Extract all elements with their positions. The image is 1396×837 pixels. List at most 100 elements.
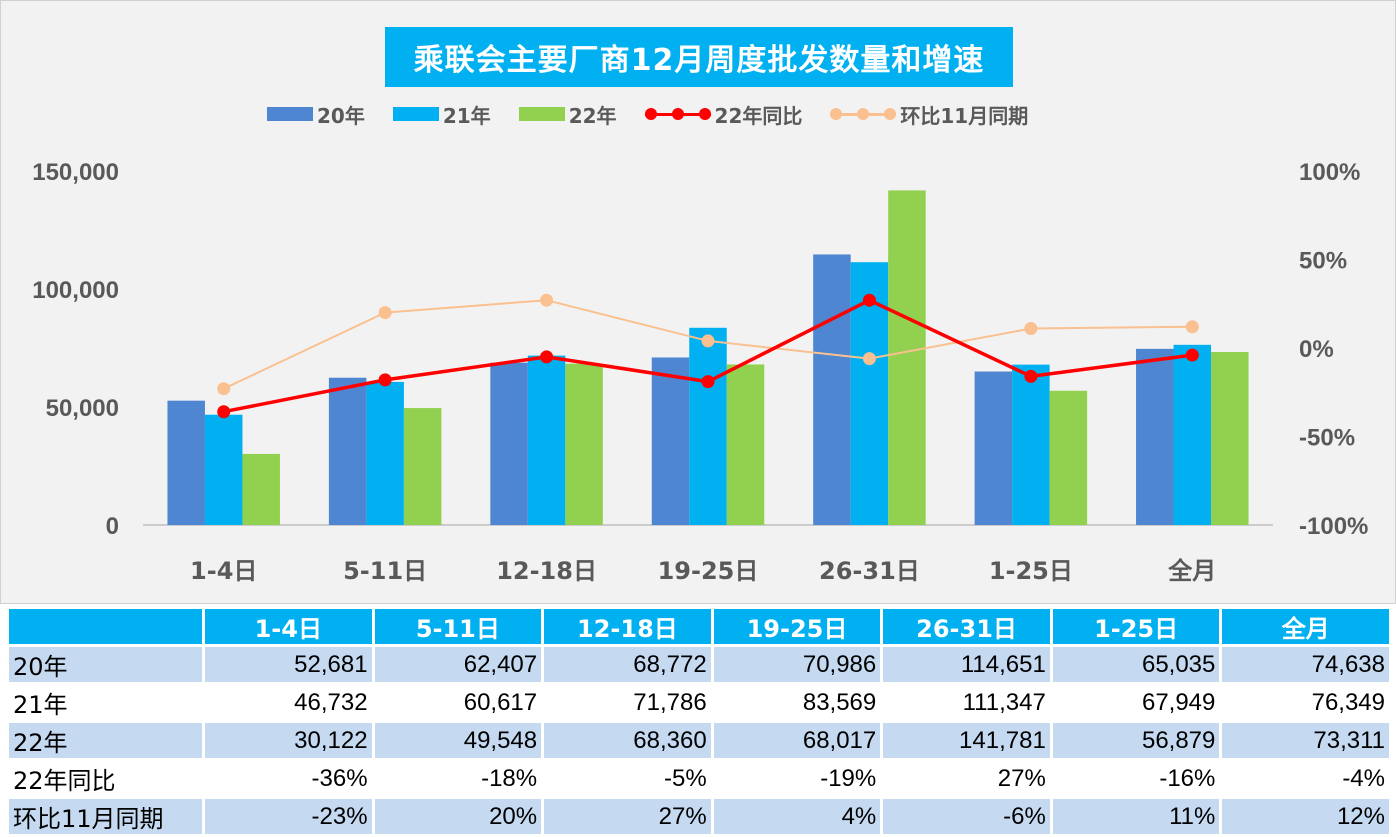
table-row: 21年 46,732 60,617 71,786 83,569 111,347 67,949…	[9, 685, 1389, 720]
table-cell: 49,548	[374, 723, 542, 758]
table-cell: 111,347	[883, 685, 1050, 720]
table-cell: 20%	[374, 799, 542, 834]
legend-label-mom: 环比11月同期	[900, 103, 1029, 128]
table-row-label: 环比11月同期	[9, 799, 202, 834]
point-环比11月同期	[378, 306, 392, 320]
bar-21年	[204, 414, 243, 525]
table-header-cell	[9, 609, 202, 644]
legend-line-yoy	[644, 107, 711, 121]
legend-item-yoy: 22年同比	[644, 100, 802, 129]
legend-label-22: 22年	[568, 103, 617, 128]
bar-20年	[490, 362, 528, 525]
table-row-label: 20年	[9, 647, 202, 682]
point-22年同比	[1024, 369, 1038, 383]
y-left-tick-label: 100,000	[32, 277, 119, 304]
table-cell: -36%	[205, 761, 372, 796]
bar-22年	[888, 190, 926, 525]
bar-20年	[651, 357, 690, 525]
bar-20年	[974, 371, 1013, 525]
y-right-tick-label: -100%	[1299, 513, 1368, 540]
bar-21年	[366, 381, 404, 525]
point-22年同比	[1185, 348, 1199, 362]
point-环比11月同期	[1024, 322, 1038, 336]
bar-21年	[1173, 344, 1212, 525]
table-row: 22年同比 -36% -18% -5% -19% 27% -16% -4%	[9, 761, 1389, 796]
bar-22年	[565, 363, 603, 525]
point-22年同比	[378, 373, 392, 387]
table-cell: 68,017	[713, 723, 881, 758]
legend-label-20: 20年	[317, 103, 365, 128]
legend-item-mom: 环比11月同期	[830, 100, 1028, 129]
table-cell: 27%	[544, 799, 711, 834]
table-cell: 141,781	[883, 723, 1050, 758]
x-category-label: 5-11日	[343, 557, 427, 585]
legend-swatch-22	[518, 107, 565, 121]
table-cell: -5%	[544, 761, 711, 796]
point-22年同比	[862, 293, 876, 307]
bar-22年	[1049, 390, 1088, 525]
table-cell: -4%	[1222, 761, 1389, 796]
point-22年同比	[217, 405, 231, 419]
table-cell: 12%	[1222, 799, 1389, 834]
table-cell: -19%	[713, 761, 881, 796]
table-header-cell: 26-31日	[883, 609, 1050, 644]
table-body: 20年 52,681 62,407 68,772 70,986 114,651 65,035…	[9, 647, 1389, 834]
table-cell: 68,360	[544, 723, 711, 758]
legend-item-20: 20年	[267, 100, 365, 129]
data-table: 1-4日 5-11日 12-18日 19-25日 26-31日 1-25日 全月…	[6, 606, 1392, 837]
table-row-label: 22年同比	[9, 761, 202, 796]
table-cell: 11%	[1052, 799, 1220, 834]
y-left-tick-label: 50,000	[46, 395, 119, 422]
table-header-cell: 12-18日	[544, 609, 711, 644]
table-row: 22年 30,122 49,548 68,360 68,017 141,781 56,879…	[9, 723, 1389, 758]
table-header-cell: 19-25日	[713, 609, 881, 644]
y-left-tick-label: 0	[106, 513, 119, 540]
table-cell: 114,651	[883, 647, 1050, 682]
table-cell: 68,772	[544, 647, 711, 682]
table-cell: 27%	[883, 761, 1050, 796]
table-cell: 70,986	[713, 647, 881, 682]
table-cell: 62,407	[374, 647, 542, 682]
chart-legend: 20年 21年 22年 22年同比 环比11	[267, 97, 1056, 131]
table-cell: 71,786	[544, 685, 711, 720]
table-cell: 65,035	[1052, 647, 1220, 682]
point-22年同比	[701, 375, 715, 389]
table-cell: 4%	[713, 799, 881, 834]
legend-label-21: 21年	[442, 103, 491, 128]
y-right-tick-label: -50%	[1299, 425, 1355, 452]
x-category-label: 12-18日	[496, 557, 597, 585]
table-row: 20年 52,681 62,407 68,772 70,986 114,651 65,035…	[9, 647, 1389, 682]
bar-21年	[527, 355, 566, 525]
table-cell: 30,122	[205, 723, 372, 758]
y-right-tick-label: 0%	[1299, 336, 1334, 363]
table-cell: 83,569	[713, 685, 881, 720]
chart-title: 乘联会主要厂商12月周度批发数量和增速	[385, 27, 1013, 87]
table-cell: -16%	[1052, 761, 1220, 796]
bar-21年	[689, 327, 727, 525]
bar-22年	[726, 364, 765, 525]
table-cell: 56,879	[1052, 723, 1220, 758]
table-cell: 74,638	[1222, 647, 1389, 682]
table-row: 环比11月同期 -23% 20% 27% 4% -6% 11% 12%	[9, 799, 1389, 834]
table-cell: 60,617	[374, 685, 542, 720]
bar-20年	[167, 400, 205, 525]
point-环比11月同期	[862, 352, 876, 366]
bar-20年	[328, 377, 367, 525]
legend-swatch-20	[267, 107, 313, 121]
table-cell: 73,311	[1222, 723, 1389, 758]
bar-21年	[1012, 364, 1050, 525]
x-category-label: 1-4日	[190, 557, 257, 585]
point-22年同比	[540, 350, 554, 364]
table-header-row: 1-4日 5-11日 12-18日 19-25日 26-31日 1-25日 全月	[9, 609, 1389, 644]
table-cell: 67,949	[1052, 685, 1220, 720]
table-header-cell: 1-25日	[1052, 609, 1220, 644]
legend-item-21: 21年	[392, 100, 491, 129]
x-category-label: 1-25日	[989, 557, 1073, 585]
y-right-tick-label: 100%	[1299, 159, 1360, 186]
table-cell: -23%	[205, 799, 372, 834]
legend-line-mom	[830, 107, 897, 121]
bar-22年	[1211, 351, 1249, 525]
table-cell: -18%	[374, 761, 542, 796]
bar-20年	[813, 254, 851, 525]
x-category-label: 26-31日	[819, 557, 920, 585]
